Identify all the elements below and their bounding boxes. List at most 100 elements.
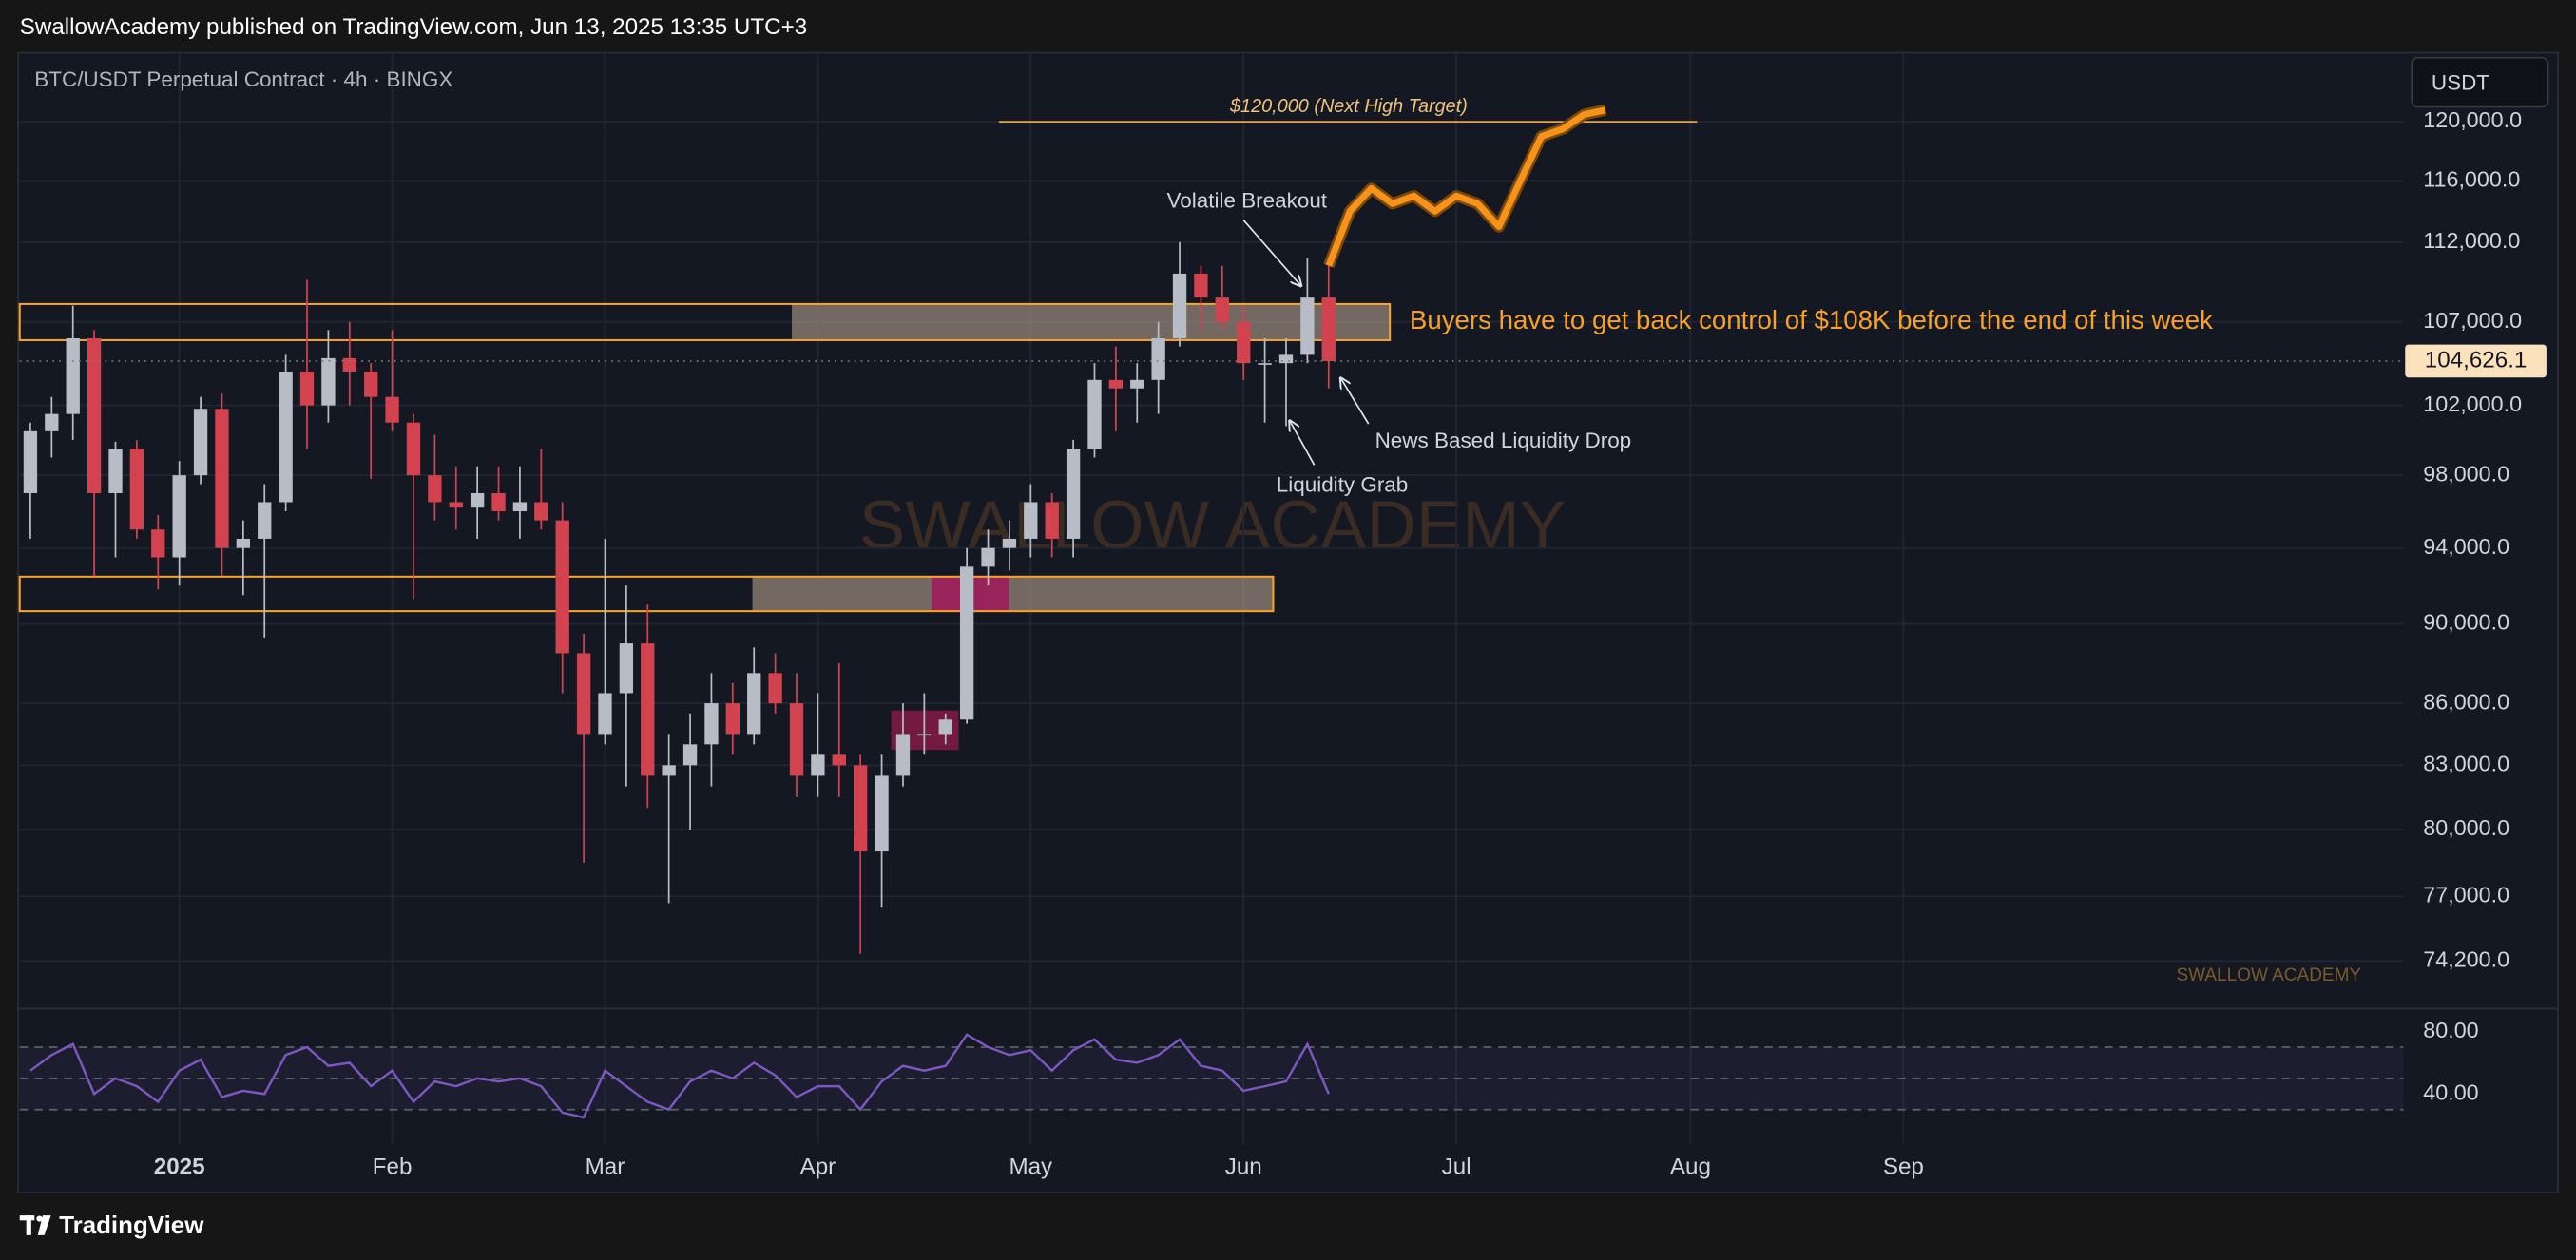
candle-body [789, 703, 804, 776]
candle-body [512, 502, 528, 512]
signature: SWALLOW ACADEMY [2176, 965, 2361, 985]
candle-body [1258, 363, 1272, 365]
x-tick-label: May [1009, 1154, 1053, 1179]
candle-body [1002, 538, 1017, 548]
x-tick-label: Jun [1225, 1154, 1262, 1179]
candle-body [1194, 273, 1208, 298]
x-tick-label: 2025 [154, 1154, 205, 1179]
rsi-tick-label: 80.00 [2423, 1018, 2478, 1042]
y-tick-label: 98,000.0 [2423, 461, 2509, 486]
y-tick-label: 90,000.0 [2423, 610, 2509, 635]
zone-fill [792, 303, 1391, 340]
x-tick-label: Feb [373, 1154, 413, 1179]
candle-body [1151, 337, 1165, 380]
candle-body [449, 502, 463, 508]
candle-body [258, 502, 272, 539]
candle-body [172, 475, 186, 558]
plot-layer: $120,000 (Next High Target) [19, 96, 2404, 1119]
candle-body [470, 492, 485, 508]
logo-part [26, 1215, 31, 1235]
candle-body [1215, 297, 1229, 322]
logo-part [37, 1215, 51, 1235]
last-price-box [2405, 344, 2547, 378]
candle-body [938, 719, 952, 735]
support-zone [18, 575, 1275, 613]
arrow [1242, 220, 1300, 286]
candle-body [1172, 273, 1187, 338]
candle-body [108, 449, 123, 493]
candle-body [598, 693, 612, 735]
projection-path [1325, 106, 1606, 267]
candle-body [23, 430, 38, 493]
candle-body [1321, 297, 1336, 361]
brand: TradingView [59, 1212, 204, 1239]
target-label: $120,000 (Next High Target) [1229, 96, 1468, 117]
candle-body [747, 673, 761, 735]
candle-body [725, 703, 740, 735]
x-tick-label: Mar [586, 1154, 625, 1179]
candle-body [1130, 379, 1144, 389]
candle-body [491, 492, 506, 512]
candle-body [704, 703, 719, 745]
symbol-title: BTC/USDT Perpetual Contract · 4h · BINGX [34, 67, 452, 91]
candle-body [534, 502, 548, 521]
y-tick-label: 83,000.0 [2423, 751, 2509, 775]
x-tick-label: Apr [800, 1154, 836, 1179]
y-tick-label: 112,000.0 [2423, 228, 2520, 253]
resistance-zone [18, 302, 1392, 341]
candle-body [1066, 449, 1081, 539]
candle-body [321, 357, 336, 406]
candle-body [364, 371, 378, 397]
x-tick-label: Jul [1442, 1154, 1471, 1179]
rsi-line [29, 1033, 1330, 1119]
x-tick-label: Aug [1670, 1154, 1711, 1179]
last-price-label: 104,626.1 [2425, 347, 2528, 372]
candle-body [895, 734, 911, 776]
arrow [1340, 378, 1370, 425]
annotation: Volatile Breakout [1167, 189, 1328, 213]
candle-body [87, 337, 102, 493]
candle-body [342, 357, 356, 372]
candle-body [811, 754, 825, 776]
chart-panel [17, 51, 2559, 1193]
candle-body [1237, 321, 1251, 364]
publish-info: SwallowAcademy published on TradingView.… [20, 14, 807, 40]
candle-body [66, 337, 80, 414]
y-tick-label: 77,000.0 [2423, 882, 2509, 907]
arrow [1290, 421, 1316, 466]
y-tick-label: 80,000.0 [2423, 815, 2509, 840]
candle-body [236, 538, 251, 548]
candle-body [959, 566, 974, 720]
y-tick-label: 94,000.0 [2423, 534, 2509, 559]
y-tick-label: 74,200.0 [2423, 946, 2509, 971]
annotation: Liquidity Grab [1277, 473, 1409, 497]
candle-body [917, 734, 932, 736]
candle-body [641, 643, 655, 776]
y-tick-label: 116,000.0 [2423, 167, 2520, 192]
x-tick-label: Sep [1883, 1154, 1924, 1179]
candle-body [1278, 354, 1294, 364]
zone-fill [752, 576, 1274, 612]
candle-body [385, 396, 399, 423]
candle-body [981, 547, 995, 567]
candle-body [428, 475, 442, 503]
candle-body [662, 765, 676, 776]
candle-body [129, 449, 144, 530]
y-tick-label: 86,000.0 [2423, 689, 2509, 714]
y-tick-label: 102,000.0 [2423, 391, 2522, 416]
candle-body [768, 673, 782, 704]
candle-body [299, 371, 315, 406]
candle-body [406, 422, 421, 476]
candle-body [619, 643, 634, 694]
annotation: Buyers have to get back control of $108K… [1410, 305, 2213, 334]
candle-body [1045, 502, 1059, 539]
candle-body [1108, 379, 1124, 389]
candle-body [193, 409, 208, 476]
annotation: News Based Liquidity Drop [1375, 429, 1632, 452]
candle-body [279, 371, 293, 503]
currency[interactable]: USDT [2432, 70, 2489, 94]
currency-button[interactable] [2411, 56, 2549, 108]
logo-part [36, 1215, 43, 1222]
